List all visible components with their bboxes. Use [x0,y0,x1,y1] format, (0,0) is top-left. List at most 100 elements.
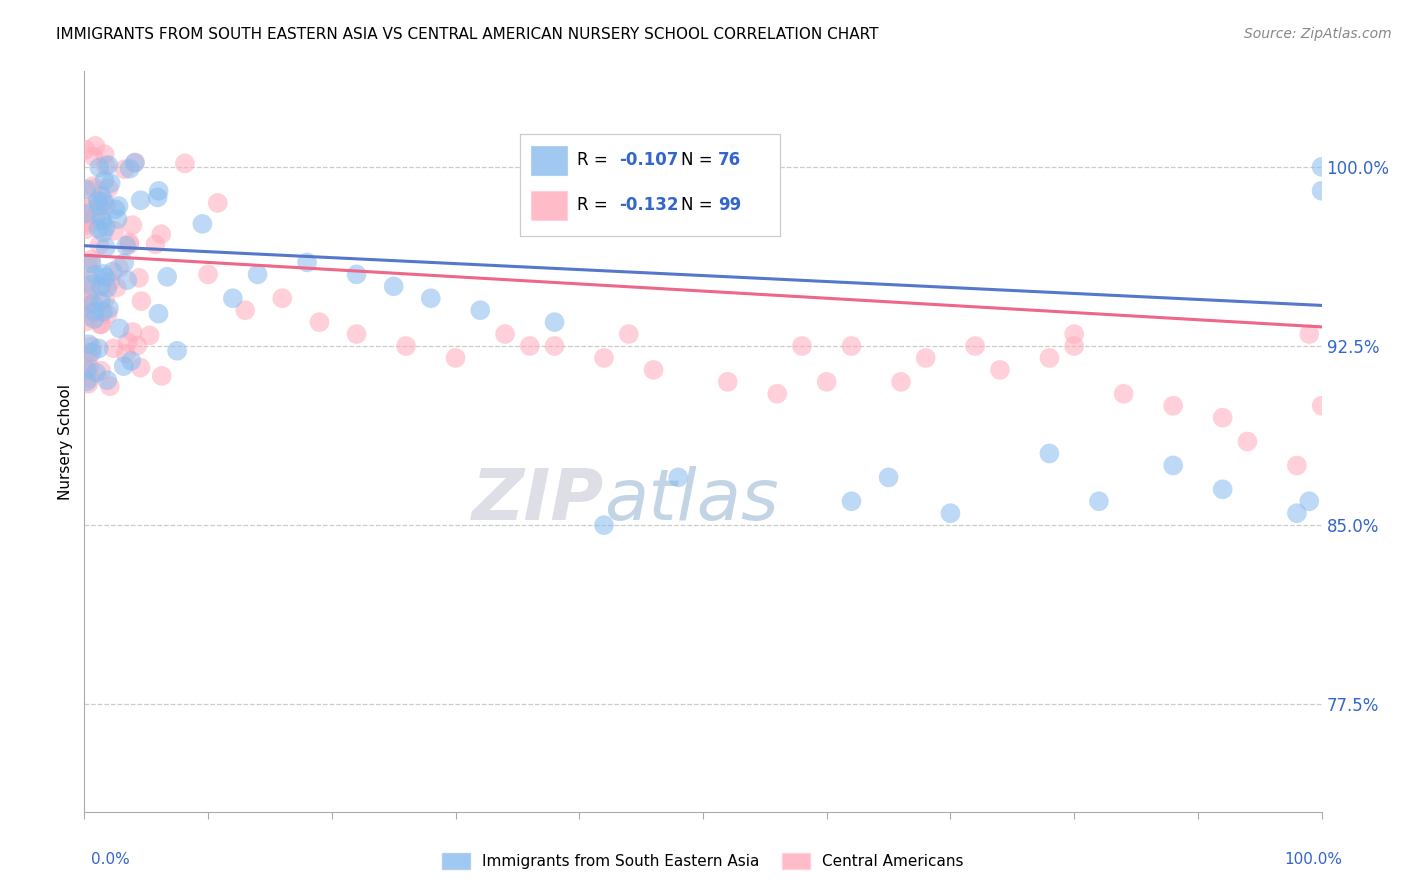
Point [91,214,114,228]
Point [82,179,104,194]
Point [1038,446,1060,460]
Point [121,218,143,232]
Point [148,184,170,198]
Point [593,351,616,365]
Point [76,363,98,377]
Point [75,310,97,324]
Point [129,193,152,207]
Point [97,158,120,172]
Point [75,215,97,229]
Point [103,341,125,355]
Point [117,334,139,349]
Text: N =: N = [682,151,718,169]
Point [89,161,111,175]
Point [100,176,122,190]
Point [166,343,188,358]
Point [96,373,118,387]
Point [965,339,987,353]
Point [94,198,117,212]
Point [150,227,173,242]
Point [76,375,98,389]
Point [94,270,117,285]
Point [346,268,368,282]
Text: 99: 99 [718,196,741,214]
Point [395,339,418,353]
Point [1236,434,1258,449]
Point [90,279,112,293]
Point [75,218,97,232]
Point [108,321,131,335]
Point [105,280,128,294]
Point [75,357,97,371]
Point [117,273,139,287]
Point [1161,399,1184,413]
Text: -0.107: -0.107 [619,151,679,169]
Point [107,212,129,227]
Point [1161,458,1184,473]
Point [1038,351,1060,365]
Legend: Immigrants from South Eastern Asia, Central Americans: Immigrants from South Eastern Asia, Cent… [436,847,970,875]
Point [93,226,115,240]
Point [84,366,107,380]
Point [1310,399,1333,413]
Point [115,346,138,360]
Y-axis label: Nursery School: Nursery School [58,384,73,500]
Point [84,139,107,153]
Point [80,256,103,270]
Point [94,219,117,234]
Point [93,147,115,161]
Point [617,327,640,342]
Point [75,143,97,157]
Point [97,307,120,321]
Point [494,327,516,342]
Point [87,221,110,235]
Point [98,275,121,289]
Point [80,345,103,359]
Point [114,162,136,177]
Point [1285,458,1308,473]
Text: Source: ZipAtlas.com: Source: ZipAtlas.com [1244,27,1392,41]
Point [79,359,101,374]
Point [96,281,118,295]
Point [87,342,110,356]
Point [127,338,149,352]
Point [75,200,97,214]
Point [156,269,179,284]
Point [120,354,142,368]
Text: atlas: atlas [605,467,779,535]
Point [77,350,100,364]
Point [988,363,1011,377]
Point [101,264,124,278]
Point [83,305,105,319]
Point [90,318,112,332]
Point [841,339,863,353]
Point [444,351,467,365]
Point [107,199,129,213]
Point [115,238,138,252]
Point [118,235,141,250]
Point [1310,184,1333,198]
Point [191,217,214,231]
Point [1112,386,1135,401]
Point [174,156,197,170]
Point [94,158,117,172]
Text: R =: R = [578,196,613,214]
Text: 76: 76 [718,151,741,169]
Point [91,305,114,319]
Point [75,222,97,236]
Point [77,376,100,391]
Point [1298,494,1320,508]
Point [150,368,173,383]
Point [197,268,219,282]
Point [1212,483,1234,497]
Text: ZIP: ZIP [472,467,605,535]
Point [233,303,256,318]
Point [93,194,115,208]
Point [308,315,330,329]
Point [75,206,97,220]
Point [222,291,245,305]
Point [93,173,115,187]
Point [124,156,146,170]
Point [83,312,105,326]
Point [124,155,146,169]
